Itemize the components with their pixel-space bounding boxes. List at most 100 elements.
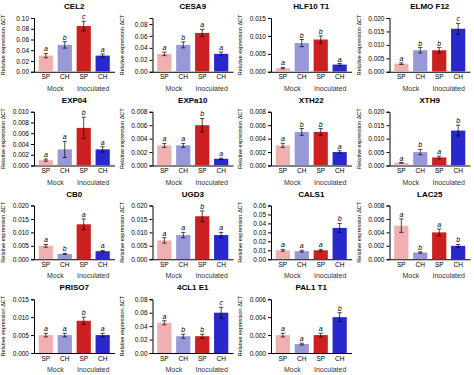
y-tick: 0.015 xyxy=(13,296,34,303)
y-tick-mark xyxy=(150,72,153,73)
y-tick: 0.005 xyxy=(250,50,271,57)
bar xyxy=(176,235,190,259)
y-tick-label: 0.02 xyxy=(135,56,148,63)
y-tick-mark xyxy=(268,152,271,153)
bar xyxy=(413,253,427,260)
y-tick-mark xyxy=(150,24,153,25)
x-tick-label: SP xyxy=(316,355,325,362)
y-tick: 0.000 xyxy=(13,350,34,357)
error-bar xyxy=(162,143,166,147)
plot-area xyxy=(394,125,465,165)
bar xyxy=(432,50,446,72)
x-tick-label: CH xyxy=(60,167,70,174)
y-tick: 0.000 xyxy=(13,256,34,263)
subplot: 0.0000.0020.0040.006SPCHSPCHMockInoculat… xyxy=(237,283,352,373)
error-bar xyxy=(219,52,223,56)
y-axis: 0.0000.0050.0100.0150.020 xyxy=(368,15,390,76)
error-bar xyxy=(101,54,105,57)
x-tick-label: SP xyxy=(435,167,444,174)
bar xyxy=(314,335,328,353)
x-tick: CH xyxy=(416,72,426,81)
y-axis-line xyxy=(150,206,154,260)
y-tick: 0.00 xyxy=(135,350,153,357)
x-tick-label: CH xyxy=(216,167,226,174)
x-tick-label: CH xyxy=(60,73,70,80)
y-tick-label: 0.06 xyxy=(135,32,148,39)
y-tick-mark xyxy=(31,144,34,145)
x-tick: CH xyxy=(216,353,226,362)
y-tick-label: 0.04 xyxy=(135,44,148,51)
y-tick-label: 0.004 xyxy=(131,135,148,142)
y-tick: 0.10 xyxy=(16,15,34,22)
bar xyxy=(333,152,347,165)
plot-area xyxy=(39,317,110,353)
y-tick-mark xyxy=(387,152,390,153)
x-tick: SP xyxy=(397,166,406,175)
y-tick-label: 0.015 xyxy=(131,216,148,223)
y-axis: 0.0000.0050.0100.0150.020 xyxy=(13,202,35,263)
y-tick: 0.005 xyxy=(13,332,34,339)
significance-letter: a xyxy=(101,46,105,53)
significance-letter: a xyxy=(162,44,166,51)
y-axis: 0.000.010.020.030.040.050.06 xyxy=(253,202,271,263)
y-axis-line xyxy=(387,112,391,166)
significance-letter: b xyxy=(300,121,304,128)
y-tick-label: 0.04 xyxy=(16,47,29,54)
error-bar xyxy=(63,42,67,48)
y-tick: 0.06 xyxy=(253,202,271,209)
x-axis: SPCHSPCH xyxy=(153,72,234,81)
error-bar xyxy=(219,307,223,318)
y-tick: 0.015 xyxy=(368,28,389,35)
y-tick-mark xyxy=(31,112,34,113)
x-tick: CH xyxy=(98,353,108,362)
y-tick: 0.008 xyxy=(13,119,34,126)
y-tick: 0.03 xyxy=(253,229,271,236)
subplot-title: EXP04 xyxy=(62,96,87,105)
y-tick: 0.000 xyxy=(368,68,389,75)
y-tick: 0.04 xyxy=(253,220,271,227)
x-tick: SP xyxy=(435,72,444,81)
significance-letter: a xyxy=(44,236,48,243)
subplot-title: ELMO F12 xyxy=(410,2,450,11)
error-bar xyxy=(219,158,223,159)
bar xyxy=(58,335,72,353)
significance-letter: b xyxy=(181,34,185,41)
y-tick: 0.020 xyxy=(131,202,152,209)
y-tick: 0.004 xyxy=(368,229,389,236)
significance-letter: a xyxy=(399,211,403,218)
significance-letter: c xyxy=(456,15,460,22)
y-tick-label: 0.020 xyxy=(131,202,148,209)
y-tick-mark xyxy=(31,133,34,134)
y-tick-mark xyxy=(31,259,34,260)
error-bar xyxy=(418,149,422,154)
plot-area xyxy=(394,23,465,71)
error-bar xyxy=(281,67,285,68)
error-bar xyxy=(418,48,422,53)
y-tick-label: 0.004 xyxy=(250,314,267,321)
y-tick-label: 0.08 xyxy=(16,25,29,32)
y-tick: 0.010 xyxy=(13,108,34,115)
y-tick: 0.06 xyxy=(135,32,153,39)
significance-letter: a xyxy=(101,242,105,249)
y-tick-mark xyxy=(387,112,390,113)
subplot-title: UGD3 xyxy=(182,190,205,199)
significance-letter: a xyxy=(82,211,86,218)
y-tick-mark xyxy=(31,72,34,73)
y-axis-label: Relative expression ΔCT xyxy=(237,201,243,262)
significance-letter: b xyxy=(338,215,342,222)
y-tick: 0.004 xyxy=(131,135,152,142)
bar xyxy=(39,246,53,259)
significance-letter: b xyxy=(300,32,304,39)
subplot-title: CALS1 xyxy=(298,190,325,199)
x-tick: SP xyxy=(435,259,444,268)
bar xyxy=(77,321,91,353)
plot-area xyxy=(39,219,110,259)
x-tick-label: CH xyxy=(335,355,345,362)
bar xyxy=(413,50,427,72)
significance-letter: b xyxy=(200,326,204,333)
bar xyxy=(276,250,290,259)
bar xyxy=(214,159,228,166)
error-bar xyxy=(300,343,304,345)
y-tick: 0.000 xyxy=(13,162,34,169)
x-tick: CH xyxy=(453,72,463,81)
